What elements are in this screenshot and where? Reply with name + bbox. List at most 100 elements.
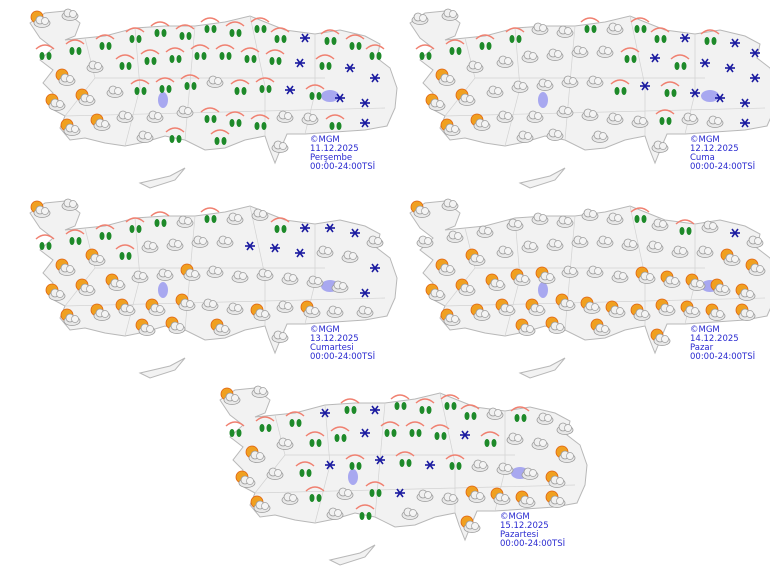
cloudy-icon bbox=[416, 235, 434, 248]
snow-icon bbox=[345, 63, 355, 73]
snow-icon bbox=[320, 408, 330, 418]
rain-icon bbox=[265, 49, 285, 65]
cloudy-icon bbox=[191, 235, 209, 248]
rain-icon bbox=[315, 54, 335, 70]
cloudy-icon bbox=[61, 8, 79, 21]
map-15-12: ©MGM 15.12.2025 Pazartesi 00:00-24:00TSİ bbox=[215, 385, 588, 570]
lake bbox=[538, 92, 548, 108]
date: 14.12.2025 bbox=[690, 334, 739, 344]
cloudy-icon bbox=[301, 112, 319, 125]
partly-cloudy-icon bbox=[515, 490, 536, 508]
cloudy-icon bbox=[516, 130, 534, 143]
partly-cloudy-icon bbox=[250, 495, 271, 513]
cloudy-icon bbox=[306, 275, 324, 288]
snow-icon bbox=[350, 228, 360, 238]
partly-cloudy-icon bbox=[135, 318, 156, 336]
map-11-12: ©MGM 11.12.2025 Perşembe 00:00-24:00TSİ bbox=[25, 8, 398, 193]
partly-cloudy-icon bbox=[165, 316, 186, 334]
cloudy-icon bbox=[681, 112, 699, 125]
cyprus bbox=[518, 357, 566, 379]
cloudy-icon bbox=[466, 60, 484, 73]
cloudy-icon bbox=[416, 489, 434, 502]
rain-icon bbox=[390, 394, 410, 410]
partly-cloudy-icon bbox=[555, 293, 576, 311]
partly-cloudy-icon bbox=[45, 93, 66, 111]
partly-cloudy-icon bbox=[30, 10, 51, 28]
partly-cloudy-icon bbox=[545, 470, 566, 488]
rain-icon bbox=[610, 79, 630, 95]
rain-icon bbox=[630, 207, 650, 223]
cloudy-icon bbox=[401, 507, 419, 520]
partly-cloudy-icon bbox=[545, 490, 566, 508]
cloudy-icon bbox=[256, 268, 274, 281]
cloudy-icon bbox=[446, 230, 464, 243]
snow-icon bbox=[650, 53, 660, 63]
lake bbox=[348, 469, 358, 485]
cloudy-icon bbox=[441, 198, 459, 211]
province-borders bbox=[64, 15, 386, 147]
rain-icon bbox=[580, 17, 600, 33]
snow-icon bbox=[700, 58, 710, 68]
partly-cloudy-icon bbox=[440, 118, 461, 136]
rain-icon bbox=[150, 211, 170, 227]
cloudy-icon bbox=[606, 22, 624, 35]
snow-icon bbox=[725, 63, 735, 73]
cloudy-icon bbox=[561, 75, 579, 88]
rain-icon bbox=[165, 47, 185, 63]
turkey-map bbox=[29, 198, 398, 379]
partly-cloudy-icon bbox=[250, 303, 271, 321]
date: 13.12.2025 bbox=[310, 334, 359, 344]
cloudy-icon bbox=[536, 78, 554, 91]
rain-icon bbox=[430, 424, 450, 440]
cloudy-icon bbox=[521, 50, 539, 63]
cloudy-icon bbox=[276, 437, 294, 450]
partly-cloudy-icon bbox=[180, 263, 201, 281]
cloudy-icon bbox=[546, 128, 564, 141]
rain-icon bbox=[505, 27, 525, 43]
turkey-map bbox=[409, 198, 770, 379]
cloudy-icon bbox=[341, 250, 359, 263]
cloudy-icon bbox=[556, 105, 574, 118]
cloudy-icon bbox=[496, 245, 514, 258]
snow-icon bbox=[325, 460, 335, 470]
rain-icon bbox=[475, 34, 495, 50]
rain-icon bbox=[345, 34, 365, 50]
turkey-map bbox=[219, 385, 588, 566]
rain-icon bbox=[225, 21, 245, 37]
cloudy-icon bbox=[671, 245, 689, 258]
credit: ©MGM bbox=[310, 325, 340, 335]
cloudy-icon bbox=[486, 85, 504, 98]
rain-icon bbox=[330, 426, 350, 442]
partly-cloudy-icon bbox=[720, 248, 741, 266]
date: 12.12.2025 bbox=[690, 144, 739, 154]
rain-icon bbox=[230, 79, 250, 95]
cloudy-icon bbox=[521, 240, 539, 253]
cloudy-icon bbox=[266, 467, 284, 480]
rain-icon bbox=[155, 77, 175, 93]
time-range: 00:00-24:00TSİ bbox=[500, 539, 566, 549]
cloudy-icon bbox=[651, 140, 669, 153]
map-12-12: ©MGM 12.12.2025 Cuma 00:00-24:00TSİ bbox=[405, 8, 770, 193]
cloudy-icon bbox=[651, 218, 669, 231]
rain-icon bbox=[35, 234, 55, 250]
map-caption: ©MGM 15.12.2025 Pazartesi 00:00-24:00TSİ bbox=[500, 513, 565, 549]
snow-icon bbox=[715, 93, 725, 103]
rain-icon bbox=[510, 406, 530, 422]
rain-icon bbox=[250, 114, 270, 130]
partly-cloudy-icon bbox=[425, 283, 446, 301]
partly-cloudy-icon bbox=[735, 283, 756, 301]
rain-icon bbox=[365, 481, 385, 497]
partly-cloudy-icon bbox=[525, 298, 546, 316]
cloudy-icon bbox=[706, 115, 724, 128]
rain-icon bbox=[395, 451, 415, 467]
partly-cloudy-icon bbox=[115, 298, 136, 316]
rain-icon bbox=[650, 27, 670, 43]
partly-cloudy-icon bbox=[55, 258, 76, 276]
cloudy-icon bbox=[496, 55, 514, 68]
cloudy-icon bbox=[316, 245, 334, 258]
partly-cloudy-icon bbox=[435, 68, 456, 86]
credit: ©MGM bbox=[690, 325, 720, 335]
rain-icon bbox=[320, 29, 340, 45]
partly-cloudy-icon bbox=[75, 278, 96, 296]
rain-icon bbox=[305, 84, 325, 100]
